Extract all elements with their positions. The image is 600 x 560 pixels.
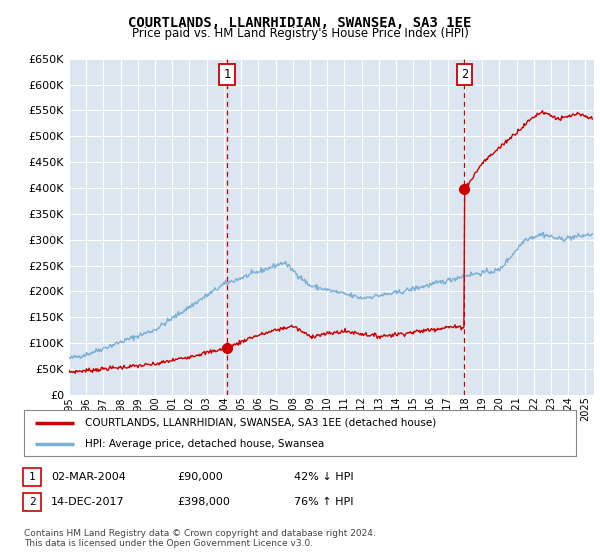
Text: This data is licensed under the Open Government Licence v3.0.: This data is licensed under the Open Gov…	[24, 539, 313, 548]
Text: 1: 1	[29, 472, 36, 482]
Text: £398,000: £398,000	[177, 497, 230, 507]
Text: 76% ↑ HPI: 76% ↑ HPI	[294, 497, 353, 507]
Text: HPI: Average price, detached house, Swansea: HPI: Average price, detached house, Swan…	[85, 439, 324, 449]
Text: 1: 1	[223, 68, 230, 81]
Text: 14-DEC-2017: 14-DEC-2017	[51, 497, 125, 507]
Text: 2: 2	[29, 497, 36, 507]
Text: COURTLANDS, LLANRHIDIAN, SWANSEA, SA3 1EE (detached house): COURTLANDS, LLANRHIDIAN, SWANSEA, SA3 1E…	[85, 418, 436, 428]
Text: 02-MAR-2004: 02-MAR-2004	[51, 472, 126, 482]
Text: 42% ↓ HPI: 42% ↓ HPI	[294, 472, 353, 482]
Text: Contains HM Land Registry data © Crown copyright and database right 2024.: Contains HM Land Registry data © Crown c…	[24, 529, 376, 538]
Text: COURTLANDS, LLANRHIDIAN, SWANSEA, SA3 1EE: COURTLANDS, LLANRHIDIAN, SWANSEA, SA3 1E…	[128, 16, 472, 30]
Text: 2: 2	[461, 68, 468, 81]
Text: Price paid vs. HM Land Registry's House Price Index (HPI): Price paid vs. HM Land Registry's House …	[131, 27, 469, 40]
Text: £90,000: £90,000	[177, 472, 223, 482]
